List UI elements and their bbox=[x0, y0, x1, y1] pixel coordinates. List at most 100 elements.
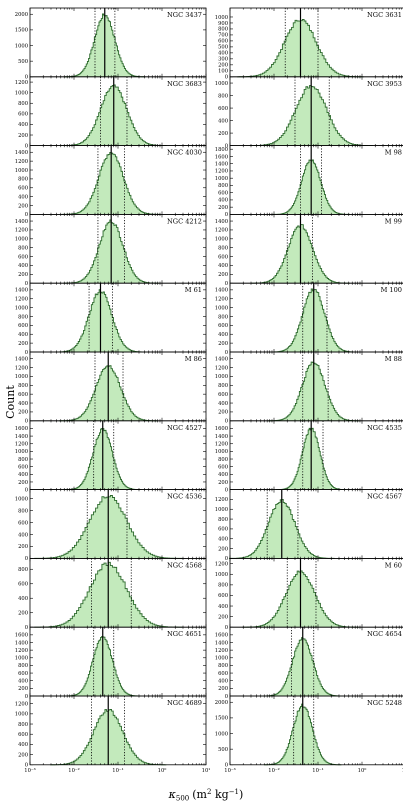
y-tick-label: 600 bbox=[218, 527, 228, 533]
y-tick-label: 1400 bbox=[15, 150, 28, 156]
x-tick-label: 10⁻² bbox=[268, 768, 279, 774]
panel-label: M 60 bbox=[385, 561, 402, 569]
y-tick-label: 0 bbox=[225, 75, 228, 81]
panel-label: NGC 5248 bbox=[367, 699, 402, 707]
y-tick-label: 1400 bbox=[215, 356, 228, 362]
y-tick-label: 1000 bbox=[15, 712, 28, 718]
y-tick-label: 800 bbox=[18, 457, 28, 463]
y-tick-label: 0 bbox=[225, 487, 228, 493]
y-tick-label: 800 bbox=[18, 101, 28, 107]
y-tick-label: 400 bbox=[218, 472, 228, 478]
y-tick-label: 600 bbox=[218, 190, 228, 196]
x-axis-label-exp2: −1 bbox=[229, 788, 239, 796]
y-tick-label: 200 bbox=[18, 341, 28, 347]
y-tick-label: 0 bbox=[25, 625, 28, 631]
y-tick-label: 1200 bbox=[215, 169, 228, 175]
panel-ngc-4030: 0 200 400 600 800 1000 1200 1400 NGC 4030 bbox=[15, 145, 207, 218]
y-tick-label: 1400 bbox=[215, 434, 228, 440]
y-tick-label: 0 bbox=[25, 419, 28, 425]
y-tick-label: 600 bbox=[18, 582, 28, 588]
y-tick-label: 1000 bbox=[15, 305, 28, 311]
y-tick-label: 400 bbox=[218, 263, 228, 269]
y-tick-label: 1200 bbox=[215, 228, 228, 234]
y-tick-label: 400 bbox=[18, 194, 28, 200]
y-tick-label: 0 bbox=[225, 556, 228, 562]
y-tick-label: 1000 bbox=[15, 168, 28, 174]
y-tick-label: 1000 bbox=[215, 507, 228, 513]
y-tick-label: 1400 bbox=[15, 640, 28, 646]
y-tick-label: 800 bbox=[218, 93, 228, 99]
panel-m-86: 0 200 400 600 800 1000 1200 1400 M 86 bbox=[15, 351, 207, 425]
y-tick-label: 200 bbox=[218, 480, 228, 486]
y-tick-label: 800 bbox=[18, 245, 28, 251]
y-tick-label: 1200 bbox=[215, 365, 228, 371]
y-tick-label: 200 bbox=[218, 410, 228, 416]
y-tick-label: 600 bbox=[218, 671, 228, 677]
panel-label: M 99 bbox=[385, 217, 402, 225]
y-tick-label: 1000 bbox=[215, 81, 228, 87]
y-tick-label: 600 bbox=[218, 323, 228, 329]
y-tick-label: 200 bbox=[18, 133, 28, 139]
panel-label: NGC 3437 bbox=[167, 11, 202, 19]
y-tick-label: 800 bbox=[218, 663, 228, 669]
y-tick-label: 1800 bbox=[215, 147, 228, 153]
y-tick-label: 600 bbox=[18, 112, 28, 118]
panel-m-88: 0 200 400 600 800 1000 1200 1400 M 88 bbox=[215, 351, 403, 425]
y-tick-label: 1500 bbox=[215, 716, 228, 722]
y-tick-label: 800 bbox=[218, 183, 228, 189]
y-tick-label: 800 bbox=[18, 177, 28, 183]
y-tick-label: 2000 bbox=[215, 700, 228, 706]
y-tick-label: 0 bbox=[25, 694, 28, 700]
y-tick-label: 400 bbox=[218, 401, 228, 407]
y-tick-label: 600 bbox=[18, 323, 28, 329]
y-tick-label: 600 bbox=[218, 464, 228, 470]
panel-m-61: 0 200 400 600 800 1000 1200 1400 M 61 bbox=[15, 282, 207, 356]
y-tick-label: 200 bbox=[218, 63, 228, 69]
y-tick-label: 1000 bbox=[15, 90, 28, 96]
y-tick-label: 400 bbox=[18, 122, 28, 128]
y-tick-label: 1000 bbox=[15, 496, 28, 502]
y-tick-label: 200 bbox=[218, 614, 228, 620]
y-tick-label: 1000 bbox=[15, 43, 28, 49]
y-tick-label: 1200 bbox=[15, 228, 28, 234]
y-tick-label: 1400 bbox=[215, 288, 228, 294]
y-tick-label: 600 bbox=[18, 254, 28, 260]
y-tick-label: 200 bbox=[218, 341, 228, 347]
panel-label: NGC 4651 bbox=[167, 630, 202, 638]
y-tick-label: 1200 bbox=[215, 497, 228, 503]
panel-ngc-3683: 0 200 400 600 800 1000 1200 NGC 3683 bbox=[15, 76, 207, 149]
y-tick-label: 1000 bbox=[215, 176, 228, 182]
x-tick-label: 10¹ bbox=[402, 768, 403, 774]
x-tick-label: 10⁻³ bbox=[224, 768, 235, 774]
y-tick-label: 1000 bbox=[215, 305, 228, 311]
y-tick-label: 1200 bbox=[15, 365, 28, 371]
y-tick-label: 1000 bbox=[215, 449, 228, 455]
y-tick-label: 0 bbox=[225, 694, 228, 700]
y-tick-label: 200 bbox=[18, 272, 28, 278]
y-tick-label: 400 bbox=[18, 742, 28, 748]
y-tick-label: 1400 bbox=[15, 288, 28, 294]
panel-ngc-5248: 0 500 1000 1500 2000 NGC 5248 10⁻³ 10⁻² 10⁻¹ 10⁰ 1… bbox=[215, 695, 403, 774]
y-tick-label: 1200 bbox=[15, 159, 28, 165]
y-tick-label: 1200 bbox=[15, 80, 28, 86]
y-tick-label: 400 bbox=[18, 332, 28, 338]
y-tick-label: 1200 bbox=[215, 442, 228, 448]
panel-ngc-4536: 0 200 400 600 800 1000 NGC 4536 bbox=[15, 489, 207, 562]
x-axis-label-units-mid: kg bbox=[211, 788, 228, 801]
y-tick-label: 1200 bbox=[15, 297, 28, 303]
y-tick-label: 0 bbox=[25, 763, 28, 769]
y-tick-label: 800 bbox=[18, 663, 28, 669]
y-tick-label: 600 bbox=[18, 732, 28, 738]
y-tick-label: 1200 bbox=[215, 648, 228, 654]
x-tick-label: 10⁻³ bbox=[24, 768, 35, 774]
y-tick-label: 200 bbox=[218, 686, 228, 692]
y-tick-label: 600 bbox=[18, 392, 28, 398]
y-tick-label: 600 bbox=[18, 186, 28, 192]
y-tick-label: 400 bbox=[218, 537, 228, 543]
y-tick-label: 600 bbox=[218, 106, 228, 112]
